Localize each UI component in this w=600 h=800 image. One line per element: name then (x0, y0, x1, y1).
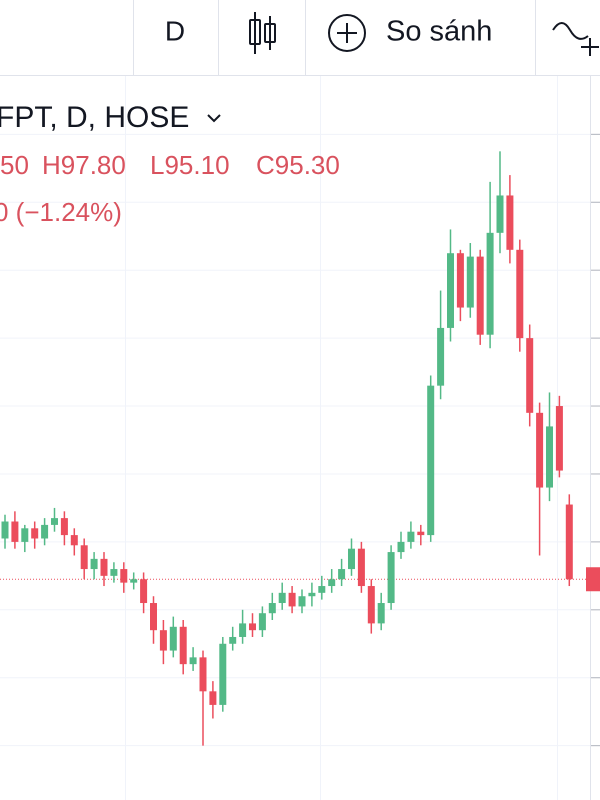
candle-body (476, 256, 484, 335)
candle-body (80, 545, 88, 570)
open-value: 50 (0, 150, 29, 180)
last-price-tag (586, 567, 600, 592)
candle-body (486, 232, 494, 335)
candle-body (308, 592, 316, 597)
legend: FPT, D, HOSE 50 H97.80 L95.10 C95.30 0 (… (0, 101, 340, 227)
candle-body (120, 569, 128, 583)
candle-body (1, 521, 9, 539)
candle-body (526, 338, 534, 413)
candle-body (328, 579, 336, 587)
candle-body (21, 528, 29, 542)
candle-body (338, 569, 346, 580)
chevron (207, 114, 221, 123)
candle-body (110, 569, 118, 576)
candle-body (417, 531, 425, 536)
candle-body (268, 603, 276, 614)
candle-body (90, 558, 98, 570)
candle-body (536, 412, 544, 488)
candle-body (466, 256, 474, 308)
candles (0, 151, 600, 746)
candle-body (150, 603, 157, 631)
candle-body (41, 524, 49, 539)
candle-body (456, 253, 464, 308)
compare-button[interactable]: So sánh (328, 14, 492, 52)
candle-body (437, 327, 445, 386)
candle-body (31, 528, 39, 539)
candle-body (60, 518, 68, 536)
high-value: H97.80 (42, 150, 126, 180)
candle-body (189, 657, 197, 665)
toolbar: D So sánh (0, 0, 600, 76)
candle-body (516, 249, 524, 339)
candle-body (169, 626, 177, 651)
candle-body (367, 586, 375, 624)
candle-body (199, 657, 207, 692)
candle-body (348, 548, 355, 570)
candle-body (278, 592, 286, 604)
candle-body (318, 586, 326, 593)
grid (0, 76, 600, 800)
candle-body (11, 521, 19, 542)
change-value: 0 (−1.24%) (0, 197, 122, 227)
candle-body (159, 630, 167, 651)
candle-body (51, 518, 58, 525)
low-value: L95.10 (150, 150, 230, 180)
candle-body (130, 579, 138, 583)
candle-body (447, 253, 454, 328)
candle-body (506, 195, 514, 250)
candle-body (298, 596, 306, 607)
candle-body (555, 406, 563, 471)
candle-body (397, 541, 405, 553)
interval-button[interactable]: D (165, 15, 185, 46)
candle-body (70, 535, 78, 546)
candle-body (239, 623, 247, 637)
candle-body (219, 643, 227, 705)
plus-icon (328, 14, 366, 52)
indicators-button[interactable] (552, 22, 599, 56)
candle-body (407, 531, 415, 542)
candle-body (387, 552, 395, 604)
candle-body (140, 579, 148, 604)
candle-body (496, 195, 504, 233)
toolbar-bg (0, 0, 600, 75)
candle-body (179, 626, 187, 665)
candle-body (377, 603, 385, 624)
candle-body (209, 691, 217, 705)
candle-body (546, 426, 553, 488)
candle-body (357, 548, 365, 587)
compare-label: So sánh (386, 16, 492, 48)
symbol-title[interactable]: FPT, D, HOSE (0, 101, 189, 134)
candle-body (288, 592, 296, 607)
candle-body (100, 558, 108, 576)
candle-body (258, 613, 266, 631)
chart-style-button[interactable] (249, 12, 276, 54)
close-value: C95.30 (256, 150, 340, 180)
candle-body (565, 504, 573, 580)
candle-body (427, 385, 435, 536)
candle-body (229, 636, 237, 644)
candle-body (249, 623, 256, 631)
